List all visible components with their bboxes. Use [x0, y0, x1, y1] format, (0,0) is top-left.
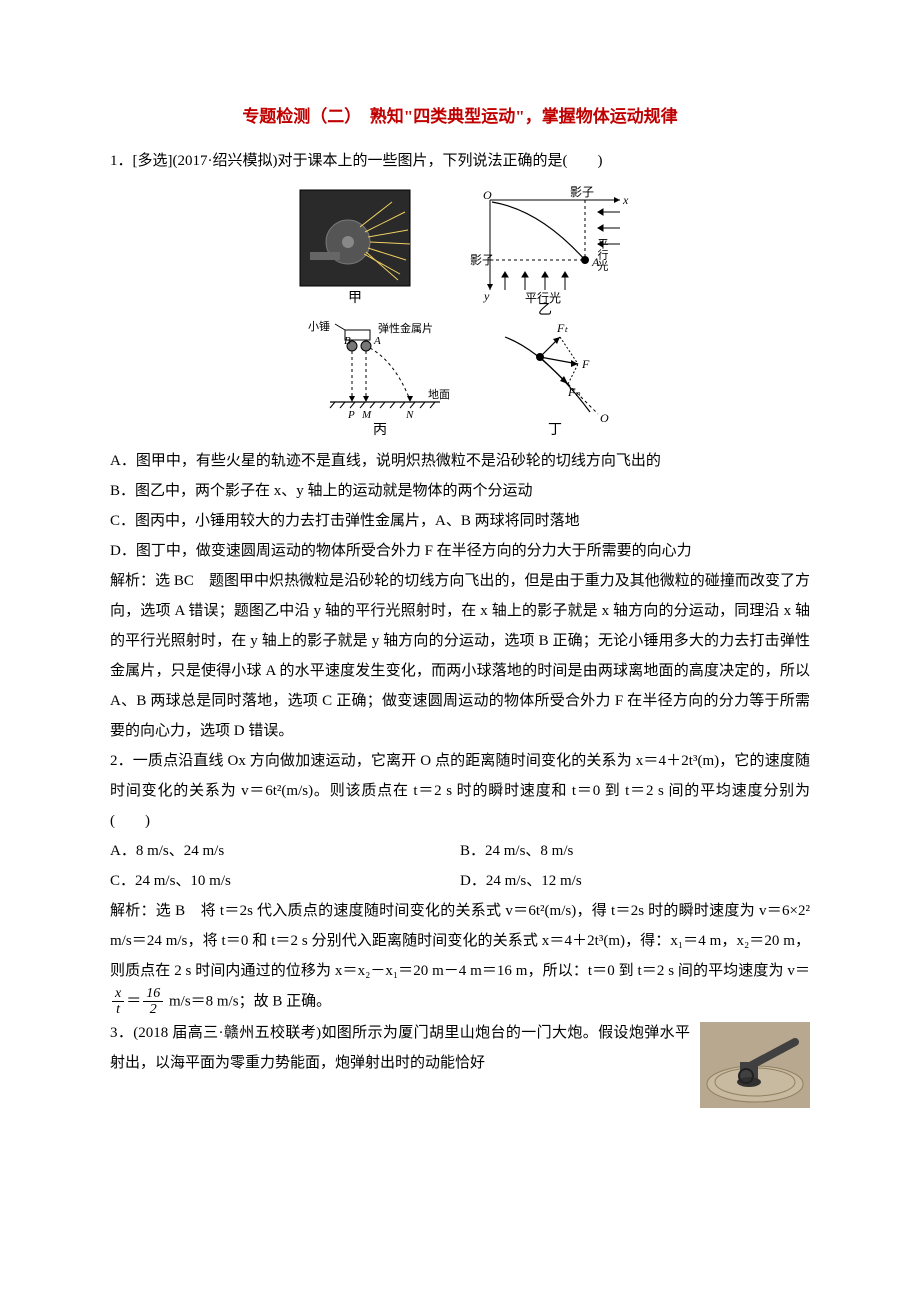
- fraction-x-over-t: xt: [112, 986, 124, 1018]
- q1-stem: 1．[多选](2017·绍兴模拟)对于课本上的一些图片，下列说法正确的是( ): [110, 146, 810, 176]
- svg-text:y: y: [483, 289, 490, 303]
- svg-text:丁: 丁: [548, 423, 562, 438]
- svg-text:影子: 影子: [470, 253, 494, 267]
- panel-jia: 甲: [300, 190, 410, 306]
- svg-text:A: A: [373, 335, 381, 347]
- panel-yi: O x y A: [470, 185, 629, 318]
- svg-text:丙: 丙: [373, 423, 387, 438]
- q1-answer: 解析：选 BC 题图甲中炽热微粒是沿砂轮的切线方向飞出的，但是由于重力及其他微粒…: [110, 566, 810, 746]
- svg-text:平行光: 平行光: [596, 238, 609, 272]
- svg-text:N: N: [405, 409, 414, 421]
- q2-optB: B．24 m/s、8 m/s: [460, 836, 810, 866]
- fraction-16-over-2: 162: [143, 986, 163, 1018]
- svg-text:小锤: 小锤: [308, 319, 330, 333]
- svg-text:P: P: [347, 409, 355, 421]
- q1-optB: B．图乙中，两个影子在 x、y 轴上的运动就是物体的两个分运动: [110, 476, 810, 506]
- q2-answer-a: 解析：选 B 将 t＝2s 代入质点的速度随时间变化的关系式 v＝6t²(m/s…: [110, 903, 810, 979]
- q2-answer-b: m/s＝8 m/s；故 B 正确。: [165, 993, 331, 1009]
- q2-optD: D．24 m/s、12 m/s: [460, 866, 810, 896]
- svg-text:B: B: [344, 335, 351, 347]
- svg-text:Fₙ: Fₙ: [567, 385, 580, 399]
- panel-ding: Fₜ F Fₙ O 丁: [505, 321, 609, 438]
- svg-text:影子: 影子: [570, 185, 594, 199]
- svg-text:地面: 地面: [428, 388, 450, 401]
- q3-figure: [700, 1022, 810, 1119]
- q2-optC: C．24 m/s、10 m/s: [110, 866, 460, 896]
- q3-block: 3．(2018 届高三·赣州五校联考)如图所示为厦门胡里山炮台的一门大炮。假设炮…: [110, 1018, 810, 1078]
- q2-options: A．8 m/s、24 m/s B．24 m/s、8 m/s C．24 m/s、1…: [110, 836, 810, 896]
- page-title: 专题检测（二） 熟知"四类典型运动"，掌握物体运动规律: [110, 100, 810, 134]
- panel-bing: 小锤 弹性金属片 B A: [308, 319, 450, 438]
- q1-figure: 甲 O x y A: [110, 182, 810, 442]
- svg-text:甲: 甲: [348, 291, 362, 306]
- svg-text:O: O: [600, 411, 609, 425]
- svg-text:弹性金属片: 弹性金属片: [378, 321, 433, 335]
- q2-answer: 解析：选 B 将 t＝2s 代入质点的速度随时间变化的关系式 v＝6t²(m/s…: [110, 896, 810, 1018]
- q1-optA: A．图甲中，有些火星的轨迹不是直线，说明炽热微粒不是沿砂轮的切线方向飞出的: [110, 446, 810, 476]
- q2-optA: A．8 m/s、24 m/s: [110, 836, 460, 866]
- q1-optC: C．图丙中，小锤用较大的力去打击弹性金属片，A、B 两球将同时落地: [110, 506, 810, 536]
- svg-text:O: O: [483, 188, 492, 202]
- svg-text:x: x: [622, 193, 629, 207]
- svg-text:M: M: [361, 409, 372, 421]
- svg-text:F: F: [581, 357, 590, 371]
- svg-text:Fₜ: Fₜ: [556, 321, 568, 335]
- q2-stem: 2．一质点沿直线 Ox 方向做加速运动，它离开 O 点的距离随时间变化的关系为 …: [110, 746, 810, 836]
- svg-text:乙: 乙: [538, 302, 552, 318]
- q1-optD: D．图丁中，做变速圆周运动的物体所受合外力 F 在半径方向的分力大于所需要的向心…: [110, 536, 810, 566]
